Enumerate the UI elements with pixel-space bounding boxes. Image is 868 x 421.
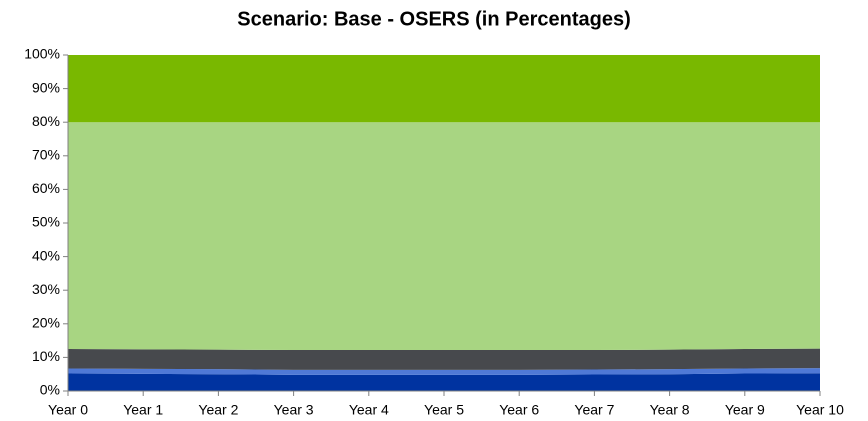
y-tick-label: 100% [24, 46, 60, 62]
x-tick-label: Year 4 [349, 402, 389, 418]
y-tick-label: 50% [32, 214, 60, 230]
x-tick-label: Year 1 [123, 402, 163, 418]
y-tick-label: 10% [32, 348, 60, 364]
area [68, 55, 820, 123]
y-tick-label: 60% [32, 180, 60, 196]
y-tick-label: 40% [32, 247, 60, 263]
x-tick-label: Year 0 [48, 402, 88, 418]
x-tick-label: Year 10 [796, 402, 844, 418]
area [68, 368, 820, 375]
y-tick-label: 70% [32, 147, 60, 163]
x-tick-label: Year 7 [574, 402, 614, 418]
x-tick-label: Year 3 [274, 402, 314, 418]
y-tick-label: 90% [32, 79, 60, 95]
y-tick-label: 0% [40, 382, 60, 398]
y-tick-label: 30% [32, 281, 60, 297]
chart-title: Scenario: Base - OSERS (in Percentages) [237, 8, 630, 30]
x-tick-label: Year 8 [650, 402, 690, 418]
x-tick-label: Year 2 [198, 402, 238, 418]
area [68, 122, 820, 351]
x-tick-label: Year 9 [725, 402, 765, 418]
y-tick-label: 80% [32, 113, 60, 129]
x-tick-label: Year 6 [499, 402, 539, 418]
y-tick-label: 20% [32, 315, 60, 331]
area [68, 348, 820, 370]
x-tick-label: Year 5 [424, 402, 464, 418]
area [68, 373, 820, 391]
